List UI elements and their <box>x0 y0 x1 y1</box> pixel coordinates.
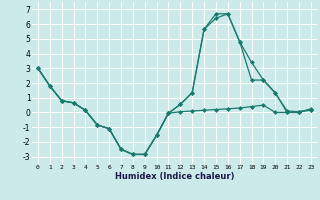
X-axis label: Humidex (Indice chaleur): Humidex (Indice chaleur) <box>115 172 234 181</box>
